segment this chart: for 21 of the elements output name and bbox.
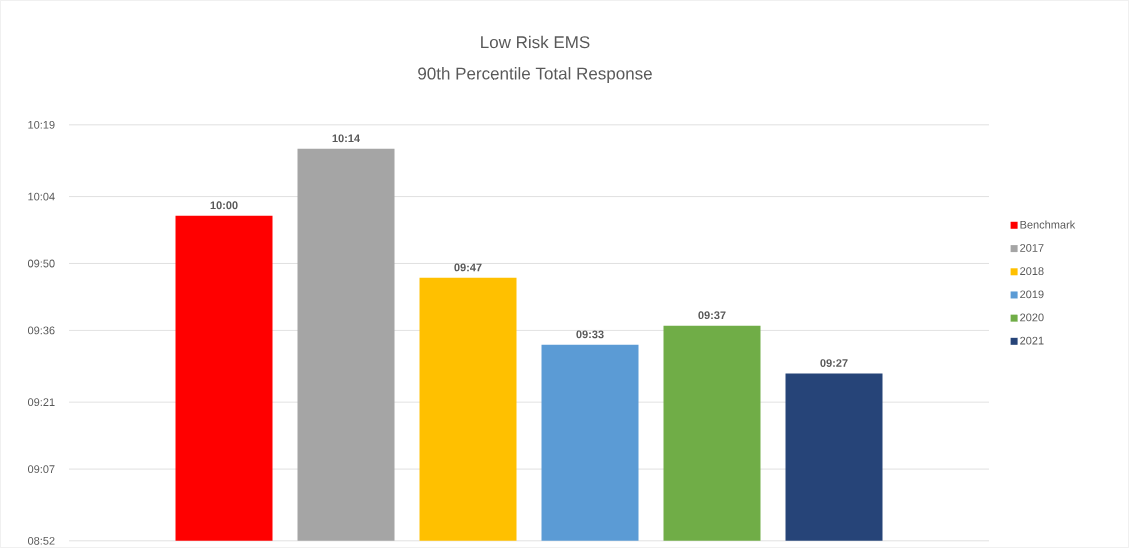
y-tick-label: 08:52 (27, 536, 55, 545)
chart-title: Low Risk EMS (481, 35, 590, 49)
legend-label: 2021 (1020, 336, 1044, 345)
data-label: 09:27 (820, 359, 848, 367)
y-tick-label: 10:19 (28, 120, 55, 129)
legend-label: 2020 (1020, 313, 1044, 322)
data-label: 09:33 (576, 330, 604, 339)
y-tick-label: 09:36 (27, 326, 55, 335)
y-tick-label: 09:21 (27, 398, 55, 407)
legend-label: 2019 (1020, 290, 1044, 299)
y-tick-label: 09:07 (27, 465, 55, 473)
y-tick-label: 10:04 (28, 192, 55, 201)
legend-label: 2018 (1020, 267, 1044, 275)
legend-label: Benchmark (1020, 220, 1076, 229)
legend-label: 2017 (1020, 244, 1044, 252)
y-tick-label: 09:50 (27, 259, 55, 268)
data-label: 09:47 (454, 263, 482, 272)
data-label: 10:00 (210, 201, 238, 210)
data-label: 10:14 (332, 134, 361, 143)
chart-subtitle: 90th Percentile Total Response (418, 67, 652, 83)
data-label: 09:37 (698, 311, 726, 320)
